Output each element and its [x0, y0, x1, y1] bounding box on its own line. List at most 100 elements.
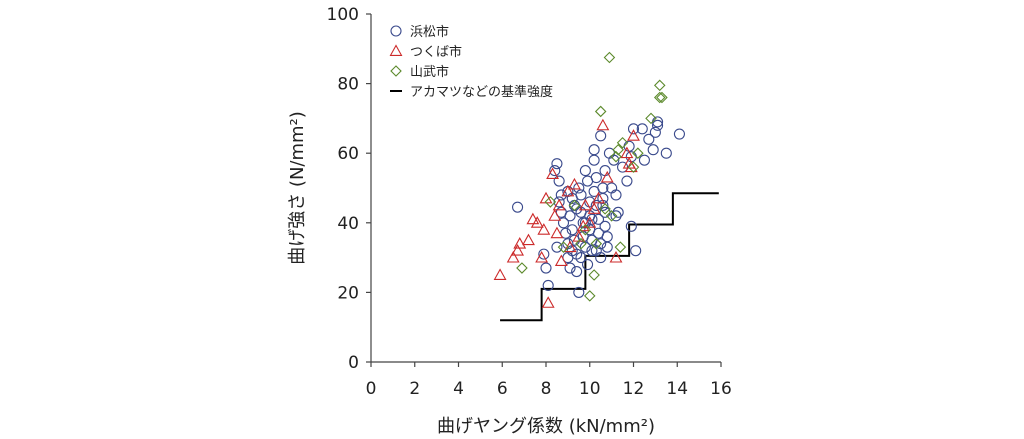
data-point-circle: [555, 189, 567, 201]
data-point-circle: [606, 182, 618, 194]
data-point-circle: [588, 154, 600, 166]
data-point-diamond: [590, 237, 603, 250]
data-point-circle: [575, 252, 587, 264]
data-point-circle: [601, 241, 613, 253]
data-point-diamond: [612, 143, 624, 156]
data-point-circle: [542, 279, 554, 291]
x-tick-label: 16: [710, 379, 732, 399]
legend-marker-diamond: [390, 65, 402, 77]
data-point-triangle: [493, 268, 507, 280]
y-ticks: 0 20 40 60 80 100: [327, 5, 371, 373]
points-layer: [493, 51, 685, 308]
legend-marker-triangle: [389, 44, 403, 56]
data-point-circle: [553, 175, 565, 187]
x-tick-label: 8: [541, 379, 552, 399]
data-point-diamond: [656, 91, 668, 104]
data-point-diamond: [616, 136, 629, 149]
data-point-triangle: [578, 198, 592, 211]
x-tick-label: 12: [623, 379, 645, 399]
x-ticks: 0 2 4 6 8 10 12 14 16: [366, 362, 732, 399]
data-point-circle: [553, 196, 565, 208]
data-point-circle: [538, 248, 550, 260]
data-point-circle: [573, 286, 585, 298]
data-point-triangle: [609, 250, 623, 263]
data-point-circle: [573, 182, 585, 194]
data-point-triangle: [526, 212, 540, 225]
legend-item-reference: アカマツなどの基準強度: [390, 84, 553, 100]
y-tick-label: 60: [337, 144, 359, 164]
legend-label-reference: アカマツなどの基準強度: [410, 84, 553, 100]
axes: 0 20 40 60 80 100 0 2 4 6 8 10 12 14 16: [327, 5, 732, 399]
data-point-circle: [660, 147, 672, 159]
data-point-circle: [673, 128, 685, 140]
legend-label-sambu: 山武市: [410, 64, 449, 80]
y-tick-label: 0: [348, 353, 359, 373]
data-point-triangle: [592, 191, 605, 204]
data-point-circle: [557, 217, 570, 229]
data-point-circle: [579, 241, 591, 253]
data-point-diamond: [583, 290, 596, 302]
data-point-triangle: [554, 254, 568, 267]
data-point-diamond: [588, 269, 600, 281]
data-point-circle: [595, 252, 607, 264]
data-point-circle: [601, 231, 613, 243]
data-point-circle: [549, 165, 561, 177]
data-point-diamond: [575, 237, 587, 250]
data-point-diamond: [594, 105, 607, 118]
data-point-triangle: [627, 129, 640, 141]
data-point-diamond: [610, 150, 622, 163]
y-tick-label: 40: [337, 214, 359, 234]
series-2: [516, 51, 668, 302]
data-point-circle: [599, 206, 611, 218]
x-tick-label: 6: [497, 379, 508, 399]
data-point-circle: [630, 245, 642, 257]
data-point-diamond: [632, 147, 644, 159]
data-point-circle: [638, 154, 650, 166]
legend-item-tsukuba: つくば市: [389, 44, 462, 60]
data-point-circle: [566, 224, 578, 236]
data-point-circle: [610, 210, 622, 222]
data-point-circle: [647, 144, 659, 156]
data-point-circle: [621, 175, 633, 187]
data-point-circle: [571, 248, 583, 260]
data-point-triangle: [537, 223, 551, 235]
data-point-circle: [571, 203, 583, 215]
data-point-diamond: [568, 199, 581, 212]
data-point-diamond: [599, 203, 611, 215]
y-tick-label: 20: [337, 283, 359, 303]
data-point-circle: [590, 172, 602, 184]
legend-label-hamamatsu: 浜松市: [410, 24, 449, 40]
data-point-circle: [610, 189, 622, 201]
data-point-circle: [579, 165, 591, 177]
data-point-diamond: [603, 51, 616, 64]
x-tick-label: 10: [579, 379, 601, 399]
data-point-circle: [627, 123, 640, 135]
legend: 浜松市 つくば市 山武市 アカマツなどの基準強度: [389, 24, 553, 100]
reference-line-layer: [500, 192, 719, 322]
data-point-circle: [588, 144, 600, 156]
data-point-circle: [643, 133, 655, 145]
x-tick-label: 4: [453, 379, 464, 399]
y-tick-label: 80: [337, 75, 359, 95]
data-point-circle: [560, 227, 572, 239]
legend-symbol-circle: [390, 25, 402, 37]
data-point-triangle: [541, 296, 555, 308]
data-point-diamond: [627, 161, 640, 173]
data-point-triangle: [546, 167, 559, 180]
data-point-triangle: [596, 118, 610, 131]
reference-step-line: [500, 192, 719, 322]
data-point-triangle: [548, 209, 562, 221]
data-point-circle: [586, 245, 598, 257]
data-point-circle: [571, 265, 583, 278]
legend-marker-circle: [390, 25, 402, 37]
data-point-circle: [579, 217, 591, 229]
data-point-circle: [551, 241, 563, 253]
y-axis-title: 曲げ強さ (N/mm²): [287, 111, 308, 265]
data-point-triangle: [552, 198, 566, 211]
data-point-circle: [592, 213, 605, 225]
x-axis-title: 曲げヤング係数 (kN/mm²): [437, 416, 655, 437]
data-point-triangle: [535, 250, 549, 263]
data-point-diamond: [605, 210, 618, 222]
data-point-circle: [551, 158, 563, 170]
